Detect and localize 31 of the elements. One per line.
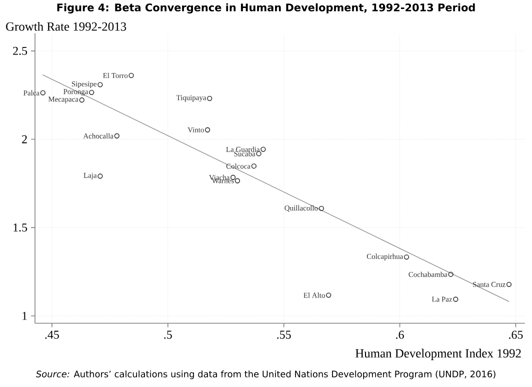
point [79,97,84,102]
point [251,163,257,169]
y-tick-label: 1.5 [14,223,28,232]
x-tick-label: .6 [396,330,404,339]
point [204,127,210,132]
point [404,254,410,260]
x-tick-label: .5 [164,330,172,339]
point [260,146,266,152]
point [114,133,120,138]
point [88,90,94,95]
x-tick-label: .55 [277,330,291,339]
point [98,82,103,88]
x-tick-label: .45 [45,330,59,339]
chart-title: Figure 4: Beta Convergence in Human Development, 1992-2013 Period [57,3,475,14]
text: Source: Authors’ calculations using data from the United Nations Development Program (UNDP, 2016) [36,370,496,379]
x-axis-title: Human Development Index 1992 [355,348,521,360]
point [318,206,324,211]
y-tick-label: 1 [22,312,27,320]
point [448,272,454,277]
point [326,292,332,298]
y-tick-label: 2.5 [13,46,28,55]
point [453,296,458,302]
point [207,96,212,101]
y-tick-label: 2 [22,135,27,144]
x-tick-label: .65 [509,330,523,339]
point [128,72,134,78]
point [234,178,240,184]
y-axis-title: Growth Rate 1992-2013 [6,22,126,31]
point [506,282,512,287]
point [98,173,103,179]
point [40,90,46,96]
